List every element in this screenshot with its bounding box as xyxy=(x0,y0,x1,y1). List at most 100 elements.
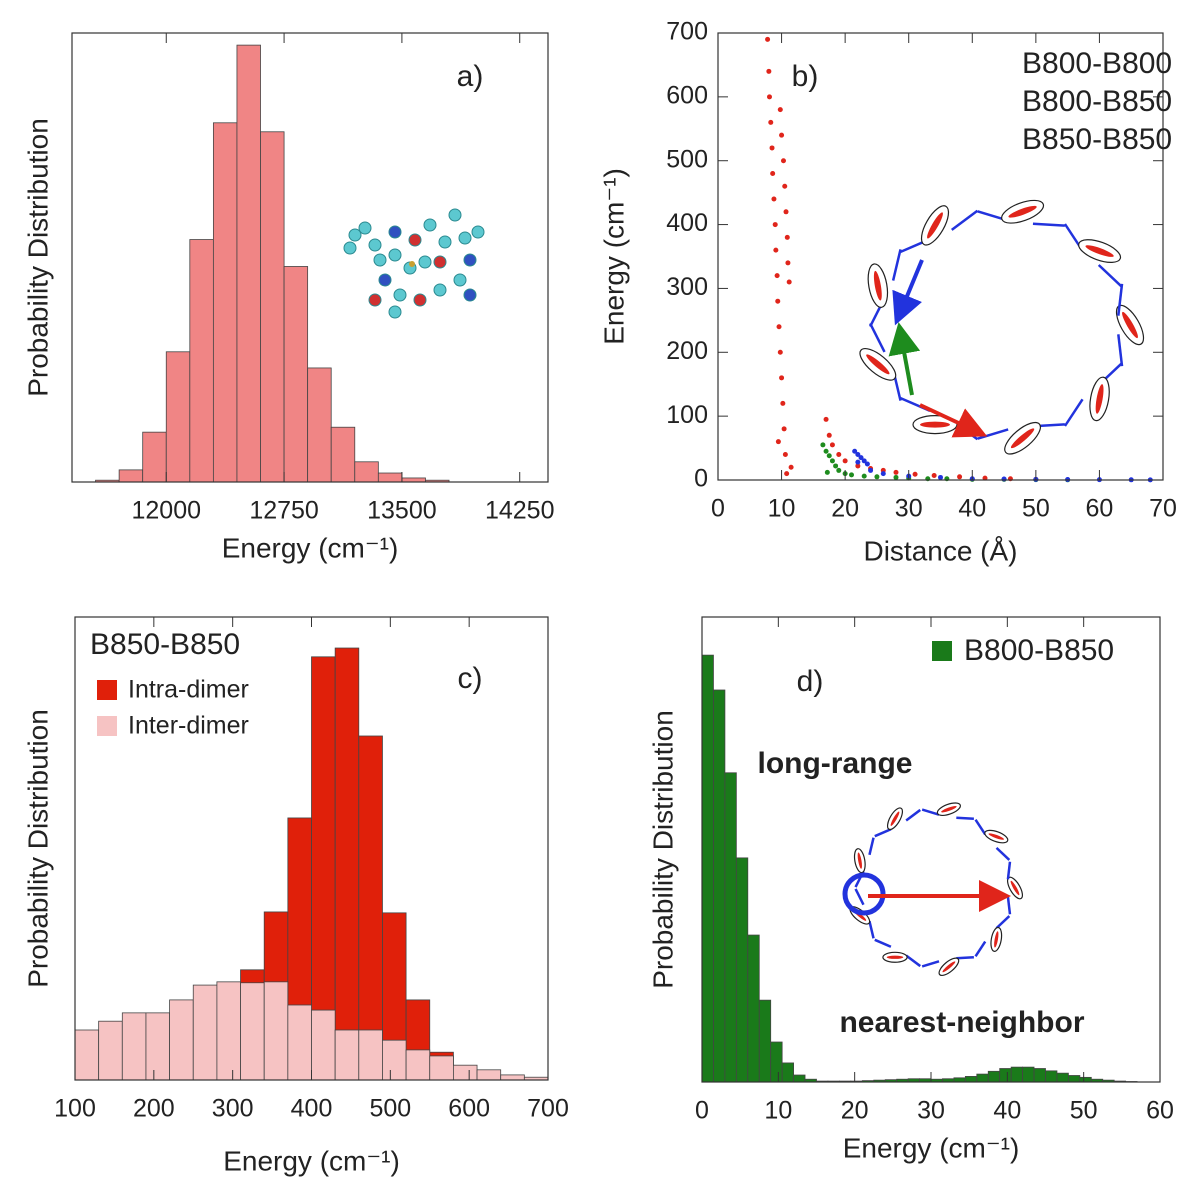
legend-swatch xyxy=(932,641,952,661)
bar xyxy=(964,1076,978,1083)
pigment-core xyxy=(1122,311,1138,339)
arrow xyxy=(892,259,924,326)
pigment-b850 xyxy=(1117,283,1124,316)
pigment-core xyxy=(1010,428,1035,449)
y-tick-label: 500 xyxy=(666,145,708,173)
pigment-b850 xyxy=(921,808,940,816)
x-tick-label: 500 xyxy=(369,1095,411,1123)
bar xyxy=(189,239,214,483)
point xyxy=(765,36,771,42)
point xyxy=(779,375,785,381)
bar xyxy=(1045,1070,1058,1083)
legend-label: B850-B850 xyxy=(1022,123,1172,156)
point xyxy=(775,298,781,304)
bar xyxy=(747,934,760,1083)
bar xyxy=(212,122,238,483)
point xyxy=(783,209,789,215)
bar xyxy=(1010,1066,1024,1083)
point xyxy=(779,132,785,138)
bar xyxy=(987,1070,1001,1083)
point xyxy=(833,463,839,469)
bar xyxy=(287,1004,312,1081)
y-axis-label: Probability Distribution xyxy=(22,709,53,988)
point xyxy=(861,473,867,479)
atom xyxy=(471,225,485,239)
x-tick-label: 13500 xyxy=(367,497,437,525)
point xyxy=(874,474,880,480)
x-tick-label: 400 xyxy=(291,1095,333,1123)
bar xyxy=(377,472,403,483)
panel: 0 10 20 30 40 50 60 Energy (cm⁻¹) Probability Di… xyxy=(647,616,1174,1163)
pigment-core xyxy=(866,354,890,375)
y-tick-label: 400 xyxy=(666,209,708,237)
bar xyxy=(216,981,241,1081)
bar xyxy=(334,1029,360,1081)
bar xyxy=(999,1068,1012,1083)
point xyxy=(776,324,782,330)
pigment-b850 xyxy=(1006,896,1012,915)
point xyxy=(855,459,861,465)
legend-swatch xyxy=(97,680,117,700)
point xyxy=(823,448,829,454)
bar xyxy=(976,1073,989,1083)
point xyxy=(766,94,772,100)
pigment-core xyxy=(927,212,943,239)
point xyxy=(786,279,792,285)
point xyxy=(852,448,858,454)
point xyxy=(836,451,842,457)
annotation: nearest-neighbor xyxy=(839,1006,1084,1039)
point xyxy=(824,469,830,475)
point xyxy=(868,467,874,473)
point xyxy=(826,453,832,459)
pigment-core xyxy=(942,961,956,973)
y-tick-label: 600 xyxy=(666,81,708,109)
decorations xyxy=(343,199,1145,977)
bar xyxy=(452,1064,478,1081)
bar xyxy=(735,857,749,1083)
pigment-b850 xyxy=(869,322,886,353)
bar xyxy=(500,1074,525,1081)
y-axis-label: Probability Distribution xyxy=(22,118,53,397)
x-axis-label: Energy (cm⁻¹) xyxy=(843,1132,1020,1163)
arrow xyxy=(888,322,921,396)
x-tick-label: 50 xyxy=(1070,1097,1098,1125)
point xyxy=(855,451,861,457)
bar xyxy=(405,1049,431,1081)
pigment-b850 xyxy=(1063,398,1084,427)
annotation: c) xyxy=(458,662,483,695)
pigment-core xyxy=(1008,205,1037,218)
point xyxy=(777,107,783,113)
atom xyxy=(409,261,415,267)
atom xyxy=(458,231,472,245)
x-axis-label: Energy (cm⁻¹) xyxy=(223,1145,400,1176)
x-tick-label: 12000 xyxy=(131,497,201,525)
x-tick-label: 700 xyxy=(527,1095,569,1123)
point xyxy=(820,442,826,448)
atom xyxy=(408,233,422,247)
plot-frame xyxy=(717,32,1164,481)
point xyxy=(823,416,829,422)
pigment-b850 xyxy=(868,920,875,939)
x-tick-label: 14250 xyxy=(485,497,555,525)
pigment-b850 xyxy=(977,428,1009,440)
pigment-b850 xyxy=(995,846,1011,861)
legend-label: B800-B850 xyxy=(964,634,1114,667)
point xyxy=(781,426,787,432)
point xyxy=(864,461,870,467)
x-tick-label: 20 xyxy=(831,495,859,523)
point xyxy=(768,119,774,125)
panel: 100 200 300 400 500 600 700 Energy (cm⁻¹) Probab… xyxy=(22,616,569,1176)
bar xyxy=(169,999,194,1081)
bar xyxy=(401,477,426,483)
bar xyxy=(192,984,218,1081)
pigment-b850 xyxy=(995,915,1011,930)
atom xyxy=(453,273,467,287)
point xyxy=(829,442,835,448)
point xyxy=(893,469,899,475)
atom xyxy=(413,293,427,307)
bar xyxy=(358,735,383,1081)
pigment-b850 xyxy=(854,888,865,906)
point xyxy=(861,458,867,464)
pigment-core xyxy=(1085,245,1114,257)
x-tick-label: 60 xyxy=(1086,495,1114,523)
